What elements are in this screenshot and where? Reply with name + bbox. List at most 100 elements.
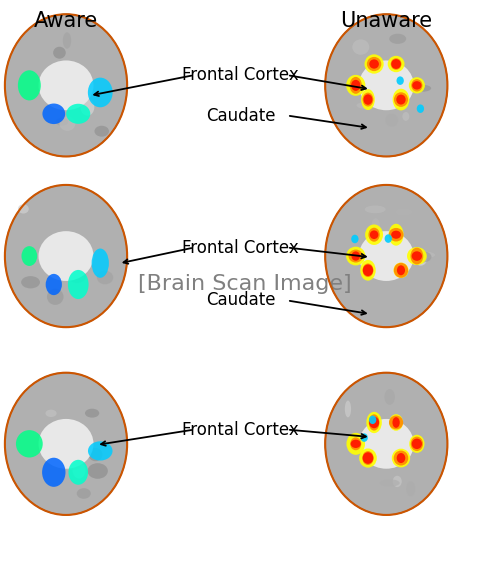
Ellipse shape xyxy=(362,265,372,276)
Ellipse shape xyxy=(362,451,373,465)
Ellipse shape xyxy=(360,260,375,281)
Ellipse shape xyxy=(392,476,401,487)
Ellipse shape xyxy=(18,71,41,100)
Ellipse shape xyxy=(16,430,42,457)
Ellipse shape xyxy=(350,80,360,91)
Ellipse shape xyxy=(391,449,409,467)
Ellipse shape xyxy=(45,274,62,295)
Text: Frontal Cortex: Frontal Cortex xyxy=(182,420,298,439)
Ellipse shape xyxy=(370,76,386,92)
Ellipse shape xyxy=(385,114,397,127)
Ellipse shape xyxy=(368,414,379,431)
Ellipse shape xyxy=(350,440,360,448)
Ellipse shape xyxy=(39,231,93,281)
Ellipse shape xyxy=(388,228,403,241)
Ellipse shape xyxy=(42,104,65,124)
Text: Aware: Aware xyxy=(34,11,98,31)
Ellipse shape xyxy=(5,185,127,327)
Ellipse shape xyxy=(21,276,40,288)
Ellipse shape xyxy=(358,60,413,110)
Ellipse shape xyxy=(379,479,399,486)
Ellipse shape xyxy=(410,436,422,451)
Ellipse shape xyxy=(395,208,411,216)
Ellipse shape xyxy=(388,415,403,430)
Ellipse shape xyxy=(395,94,405,105)
Ellipse shape xyxy=(82,74,93,89)
Text: Frontal Cortex: Frontal Cortex xyxy=(182,238,298,257)
Ellipse shape xyxy=(362,77,383,92)
Ellipse shape xyxy=(325,373,447,515)
Ellipse shape xyxy=(362,452,372,464)
Ellipse shape xyxy=(68,460,88,485)
Ellipse shape xyxy=(402,112,408,121)
Ellipse shape xyxy=(351,251,359,261)
Ellipse shape xyxy=(384,234,391,243)
Ellipse shape xyxy=(396,453,405,463)
Ellipse shape xyxy=(390,59,400,69)
Ellipse shape xyxy=(413,85,430,92)
Ellipse shape xyxy=(388,34,406,44)
Ellipse shape xyxy=(358,448,376,468)
Ellipse shape xyxy=(81,99,94,116)
Ellipse shape xyxy=(408,435,424,453)
Ellipse shape xyxy=(360,434,367,442)
Text: Caudate: Caudate xyxy=(205,291,275,310)
Ellipse shape xyxy=(348,250,362,262)
Ellipse shape xyxy=(362,93,373,106)
Ellipse shape xyxy=(412,251,434,258)
Ellipse shape xyxy=(94,126,109,137)
Ellipse shape xyxy=(88,77,112,108)
Ellipse shape xyxy=(47,288,63,305)
Ellipse shape xyxy=(408,77,424,93)
Ellipse shape xyxy=(39,60,93,110)
Ellipse shape xyxy=(396,76,403,85)
Ellipse shape xyxy=(352,39,368,55)
Ellipse shape xyxy=(68,270,88,299)
Text: Caudate: Caudate xyxy=(205,106,275,125)
Ellipse shape xyxy=(53,47,65,59)
Ellipse shape xyxy=(5,14,127,156)
Ellipse shape xyxy=(411,439,421,449)
Ellipse shape xyxy=(68,269,86,283)
Ellipse shape xyxy=(409,248,423,265)
Text: Unaware: Unaware xyxy=(340,11,431,31)
Ellipse shape xyxy=(384,389,394,405)
Text: Frontal Cortex: Frontal Cortex xyxy=(182,66,298,84)
Ellipse shape xyxy=(411,251,421,261)
Ellipse shape xyxy=(91,249,109,278)
Ellipse shape xyxy=(410,79,422,92)
Ellipse shape xyxy=(393,451,407,465)
Ellipse shape xyxy=(387,56,404,72)
Ellipse shape xyxy=(72,462,85,479)
Ellipse shape xyxy=(396,265,404,275)
Ellipse shape xyxy=(414,251,430,262)
Ellipse shape xyxy=(358,419,413,469)
Ellipse shape xyxy=(370,218,379,234)
Ellipse shape xyxy=(369,230,378,239)
Ellipse shape xyxy=(346,433,365,455)
Ellipse shape xyxy=(365,224,382,245)
Ellipse shape xyxy=(85,409,99,418)
Ellipse shape xyxy=(349,77,361,94)
Ellipse shape xyxy=(374,251,396,261)
Ellipse shape xyxy=(416,105,423,113)
Ellipse shape xyxy=(368,59,378,69)
Ellipse shape xyxy=(411,81,421,89)
Ellipse shape xyxy=(392,89,408,110)
Ellipse shape xyxy=(346,247,365,265)
Ellipse shape xyxy=(64,256,82,262)
Ellipse shape xyxy=(50,248,63,261)
Ellipse shape xyxy=(45,410,57,417)
Ellipse shape xyxy=(346,75,365,96)
Ellipse shape xyxy=(413,251,427,266)
Ellipse shape xyxy=(383,455,395,464)
Ellipse shape xyxy=(390,58,401,70)
Ellipse shape xyxy=(393,92,407,107)
Ellipse shape xyxy=(388,414,402,431)
Ellipse shape xyxy=(390,230,400,239)
Ellipse shape xyxy=(391,420,403,433)
Ellipse shape xyxy=(361,89,374,110)
Ellipse shape xyxy=(368,415,376,424)
Ellipse shape xyxy=(88,448,102,461)
Ellipse shape xyxy=(80,77,90,85)
